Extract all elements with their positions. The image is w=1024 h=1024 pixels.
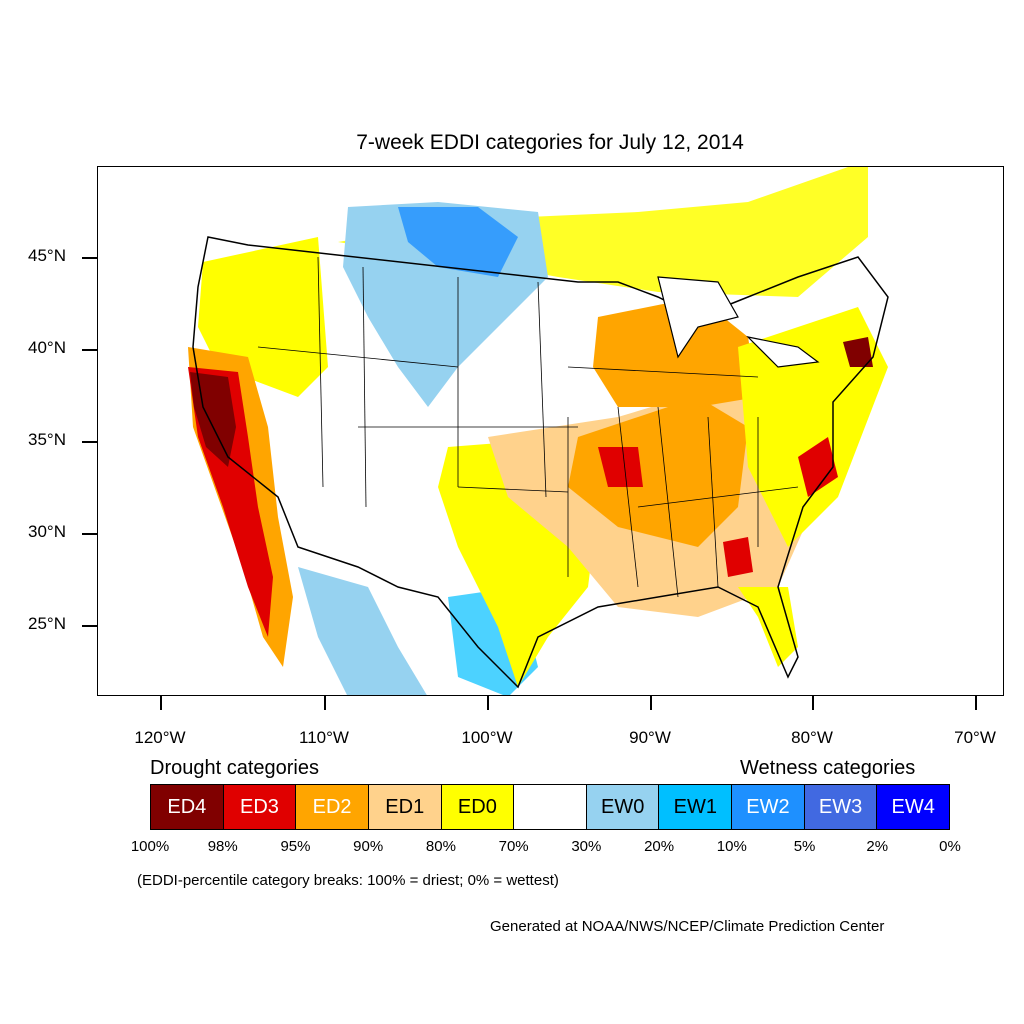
- lon-tick-100: [487, 696, 489, 710]
- state-lines: [257, 256, 799, 598]
- lat-label-35: 35°N: [28, 430, 66, 449]
- legend-percentile: 90%: [353, 838, 384, 855]
- lat-tick-40: [82, 349, 97, 351]
- lon-label-90: 90°W: [629, 728, 671, 747]
- legend-percentile: 95%: [280, 838, 311, 855]
- legend-percentile: 2%: [866, 838, 889, 855]
- credit-line: Generated at NOAA/NWS/NCEP/Climate Predi…: [490, 918, 885, 935]
- midwest-drought-region: [593, 297, 758, 407]
- lon-tick-120: [160, 696, 162, 710]
- lat-tick-45: [82, 257, 97, 259]
- legend-percentile: 20%: [644, 838, 675, 855]
- northeast-ed4-region: [843, 337, 873, 367]
- legend-percentile: 30%: [571, 838, 602, 855]
- legend-box-ew3: EW3: [804, 785, 878, 829]
- legend-box-ed3: ED3: [223, 785, 297, 829]
- lat-label-25: 25°N: [28, 614, 66, 633]
- lon-tick-110: [324, 696, 326, 710]
- legend-box-ew2: EW2: [732, 785, 805, 829]
- legend-percentile: 5%: [793, 838, 816, 855]
- lat-tick-35: [82, 441, 97, 443]
- map-title: 7-week EDDI categories for July 12, 2014: [356, 131, 744, 154]
- lon-label-80: 80°W: [791, 728, 833, 747]
- wetness-categories-heading: Wetness categories: [740, 757, 916, 779]
- canada-region: [338, 167, 868, 297]
- legend-percentile: 70%: [498, 838, 529, 855]
- carolina-ed3-region: [798, 437, 838, 497]
- category-legend: ED4 ED3 ED2 ED1 ED0 EW0 EW1 EW2 EW3 EW4: [150, 784, 950, 830]
- legend-box-ew1: EW1: [659, 785, 733, 829]
- missouri-ed3-region: [598, 447, 643, 487]
- drought-categories-heading: Drought categories: [150, 757, 319, 779]
- legend-percentile: 80%: [425, 838, 456, 855]
- lon-label-100: 100°W: [461, 728, 513, 747]
- legend-box-neutral: [514, 785, 587, 829]
- lon-tick-80: [812, 696, 814, 710]
- lat-tick-30: [82, 533, 97, 535]
- lon-label-110: 110°W: [299, 728, 349, 747]
- great-lakes: [657, 276, 820, 368]
- lon-label-120: 120°W: [134, 728, 186, 747]
- legend-box-ed1: ED1: [368, 785, 442, 829]
- central-ed2-region: [568, 397, 748, 547]
- lat-label-30: 30°N: [28, 522, 66, 541]
- lon-tick-90: [650, 696, 652, 710]
- lon-label-70: 70°W: [954, 728, 996, 747]
- legend-box-ew0: EW0: [586, 785, 660, 829]
- legend-box-ed0: ED0: [441, 785, 515, 829]
- legend-box-ew4: EW4: [877, 785, 950, 829]
- category-note: (EDDI-percentile category breaks: 100% =…: [137, 872, 559, 889]
- eddi-map: [188, 167, 889, 695]
- legend-percentile: 10%: [716, 838, 747, 855]
- legend-box-ed2: ED2: [296, 785, 369, 829]
- legend-percentile: 98%: [207, 838, 238, 855]
- lat-label-40: 40°N: [28, 338, 66, 357]
- legend-percentile: 100%: [130, 838, 170, 855]
- northern-wet-core: [398, 207, 518, 277]
- lat-label-45: 45°N: [28, 246, 66, 265]
- southwest-wet-region: [298, 567, 427, 695]
- lat-tick-25: [82, 625, 97, 627]
- map-panel: [97, 166, 1004, 696]
- legend-box-ed4: ED4: [151, 785, 224, 829]
- lon-tick-70: [975, 696, 977, 710]
- legend-percentile: 0%: [939, 838, 961, 855]
- georgia-ed3-region: [723, 537, 753, 577]
